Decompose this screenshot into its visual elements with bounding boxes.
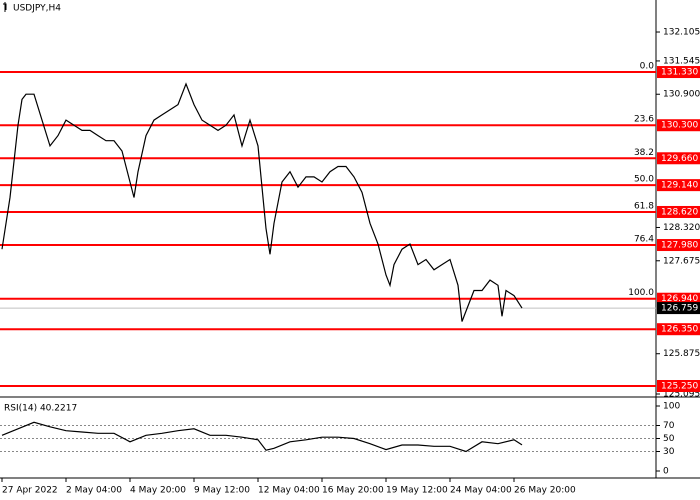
rsi-tick-label: 50	[663, 434, 675, 444]
price-label: 129.660	[661, 154, 698, 164]
x-tick-label: 16 May 20:00	[322, 486, 384, 496]
x-tick-label: 4 May 20:00	[130, 486, 186, 496]
price-label-box	[657, 239, 700, 252]
price-label: 125.250	[661, 382, 698, 392]
price-label: 126.940	[661, 294, 698, 304]
price-label: 131.330	[661, 68, 698, 78]
y-tick-label: 132.105	[663, 28, 700, 38]
rsi-tick-label: 0	[663, 467, 669, 477]
current-price-box	[657, 302, 700, 315]
fib-label: 23.6	[634, 115, 654, 125]
price-label: 130.300	[661, 121, 698, 131]
price-label-box	[657, 179, 700, 192]
chart-title: USDJPY,H4	[13, 4, 61, 14]
x-tick-label: 12 May 04:00	[258, 486, 320, 496]
y-tick-label: 131.545	[663, 56, 700, 66]
rsi-title: RSI(14) 40.2217	[4, 404, 77, 414]
price-label-box	[657, 119, 700, 132]
rsi-tick-label: 30	[663, 447, 675, 457]
price-label: 128.620	[661, 207, 698, 217]
fib-label: 38.2	[634, 148, 654, 158]
price-label-box	[657, 380, 700, 393]
y-tick-label: 125.095	[663, 390, 700, 400]
x-tick-label: 19 May 12:00	[386, 486, 448, 496]
price-label-box	[657, 292, 700, 305]
fib-label: 61.8	[634, 201, 654, 211]
price-label: 127.980	[661, 241, 698, 251]
price-label-box	[657, 205, 700, 218]
x-tick-label: 2 May 04:00	[66, 486, 122, 496]
x-tick-label: 9 May 12:00	[194, 486, 250, 496]
rsi-tick-label: 70	[663, 421, 675, 431]
price-label: 126.350	[661, 325, 698, 335]
price-label-box	[657, 66, 700, 79]
current-price-label: 126.759	[661, 304, 698, 314]
fib-label: 76.4	[634, 235, 654, 245]
fib-label: 100.0	[628, 288, 654, 298]
y-tick-label: 128.320	[663, 223, 700, 233]
y-tick-label: 125.875	[663, 349, 700, 359]
price-label-box	[657, 152, 700, 165]
rsi-tick-label: 100	[663, 402, 680, 412]
fib-label: 0.0	[640, 62, 655, 72]
price-line	[1, 82, 523, 322]
x-tick-label: 27 Apr 2022	[2, 486, 58, 496]
chart-icon	[3, 2, 7, 12]
price-label: 129.140	[661, 181, 698, 191]
y-tick-label: 127.675	[663, 256, 700, 266]
fib-label: 50.0	[634, 175, 654, 185]
x-tick-label: 24 May 04:00	[450, 486, 512, 496]
price-label-box	[657, 323, 700, 336]
y-tick-label: 130.900	[663, 90, 700, 100]
rsi-line	[1, 421, 523, 453]
x-tick-label: 26 May 20:00	[514, 486, 576, 496]
